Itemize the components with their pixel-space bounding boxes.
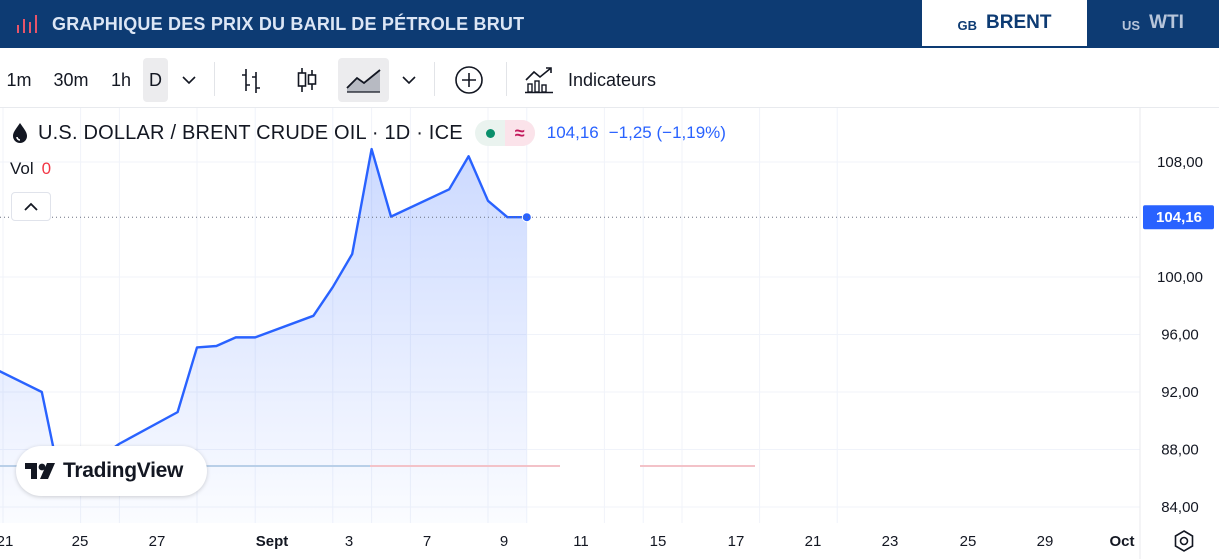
interval-30m-button[interactable]: 30m [53,69,89,90]
x-tick-label: 27 [149,533,166,550]
y-tick-label: 88,00 [1161,442,1199,459]
plus-circle-icon [455,66,483,94]
x-tick-label: 9 [500,533,508,550]
tradingview-logo-icon [25,463,55,479]
last-price-tag [1143,205,1214,230]
tradingview-logo[interactable]: TradingView [16,446,207,496]
tab-brent-label: BRENT [986,12,1052,33]
chevron-down-icon [402,75,416,84]
x-tick-label: 25 [960,533,977,550]
chart-style-dropdown-button[interactable] [396,58,422,102]
chart-toolbar: 1m 30m 1h D [0,50,1219,108]
x-tick-label: Sept [256,533,289,550]
chevron-down-icon [182,75,196,84]
volume-legend: Vol 0 [10,159,51,179]
market-open-dot-icon [485,129,495,138]
toolbar-divider [434,62,435,96]
price-change: −1,25 (−1,19%) [608,123,726,142]
indicators-button[interactable]: Indicateurs [524,58,678,102]
price-point [521,212,532,223]
toolbar-divider [506,62,507,96]
x-tick-label: 17 [728,533,745,550]
x-tick-label: 25 [72,533,89,550]
interval-1h-button[interactable]: 1h [110,69,132,90]
y-tick-label: 100,00 [1157,269,1203,286]
ohlc-bars-icon [242,69,260,93]
indicators-icon [525,67,553,94]
x-tick-label: 7 [423,533,431,550]
settings-gear-icon[interactable] [1172,529,1196,553]
bar-chart-icon [17,15,37,33]
tab-wti-code: US [1122,17,1141,33]
y-tick-label: 84,00 [1161,499,1199,516]
page-title: GRAPHIQUE DES PRIX DU BARIL DE PÉTROLE B… [52,14,525,34]
y-tick-label: 96,00 [1161,327,1199,344]
area-style-button[interactable] [338,58,389,102]
volume-label: Vol [10,159,34,178]
tab-brent-code: GB [957,17,978,33]
volume-value: 0 [41,159,52,178]
last-price-tag-label: 104,16 [1156,209,1202,226]
indicators-label: Indicateurs [568,69,657,90]
y-tick-label: 108,00 [1157,154,1203,171]
chart-legend: U.S. DOLLAR / BRENT CRUDE OIL · 1D · ICE… [10,118,726,148]
x-tick-label: Oct [1109,533,1134,550]
chevron-up-icon [24,202,38,211]
x-tick-label: 21 [805,533,822,550]
price-area-fill [0,149,527,523]
interval-dropdown-button[interactable] [176,58,202,102]
tab-wti[interactable]: US WTI [1087,0,1219,46]
y-tick-label: 92,00 [1161,384,1199,401]
candlestick-icon [297,68,317,92]
delayed-data-icon: ≈ [504,120,535,146]
bar-style-button[interactable] [234,58,268,102]
tab-brent[interactable]: GB BRENT [922,0,1087,46]
oil-drop-icon [13,123,27,143]
collapse-legend-button[interactable] [11,192,51,221]
interval-d-button[interactable]: D [143,58,168,102]
last-price: 104,16 [546,123,599,142]
x-tick-label: 15 [650,533,667,550]
page-header: GRAPHIQUE DES PRIX DU BARIL DE PÉTROLE B… [0,0,1219,48]
x-tick-label: 21 [0,533,13,550]
symbol-title: U.S. DOLLAR / BRENT CRUDE OIL · 1D · ICE [38,121,463,144]
interval-1m-button[interactable]: 1m [6,69,32,90]
compare-symbol-button[interactable] [452,58,486,102]
candle-style-button[interactable] [290,58,324,102]
x-tick-label: 11 [573,533,589,550]
x-tick-label: 29 [1037,533,1054,550]
tab-wti-label: WTI [1149,12,1184,33]
x-tick-label: 23 [882,533,899,550]
market-status-badge[interactable]: ≈ [474,120,535,146]
area-chart-icon [345,69,381,93]
toolbar-divider [214,62,215,96]
x-tick-label: 3 [345,533,353,550]
